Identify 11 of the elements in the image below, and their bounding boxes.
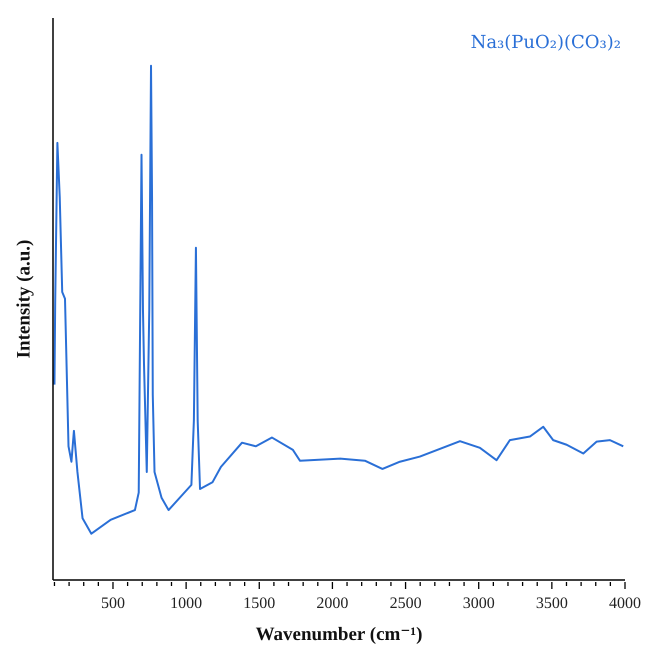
- x-tick-label: 1500: [243, 595, 276, 612]
- x-tick-label: 4000: [609, 595, 641, 612]
- chart-title: Na₃(PuO₂)(CO₃)₂: [470, 32, 621, 53]
- x-tick-label: 3500: [536, 595, 568, 612]
- x-tick-label: 2000: [316, 595, 348, 612]
- y-axis-title: Intensity (a.u.): [14, 240, 35, 358]
- x-axis-title: Wavenumber (cm⁻¹): [256, 624, 422, 645]
- x-tick-label: 500: [100, 595, 125, 612]
- x-tick-label: 2500: [390, 595, 422, 612]
- x-tick-label: 1000: [170, 595, 202, 612]
- x-tick-label: 3000: [462, 595, 495, 612]
